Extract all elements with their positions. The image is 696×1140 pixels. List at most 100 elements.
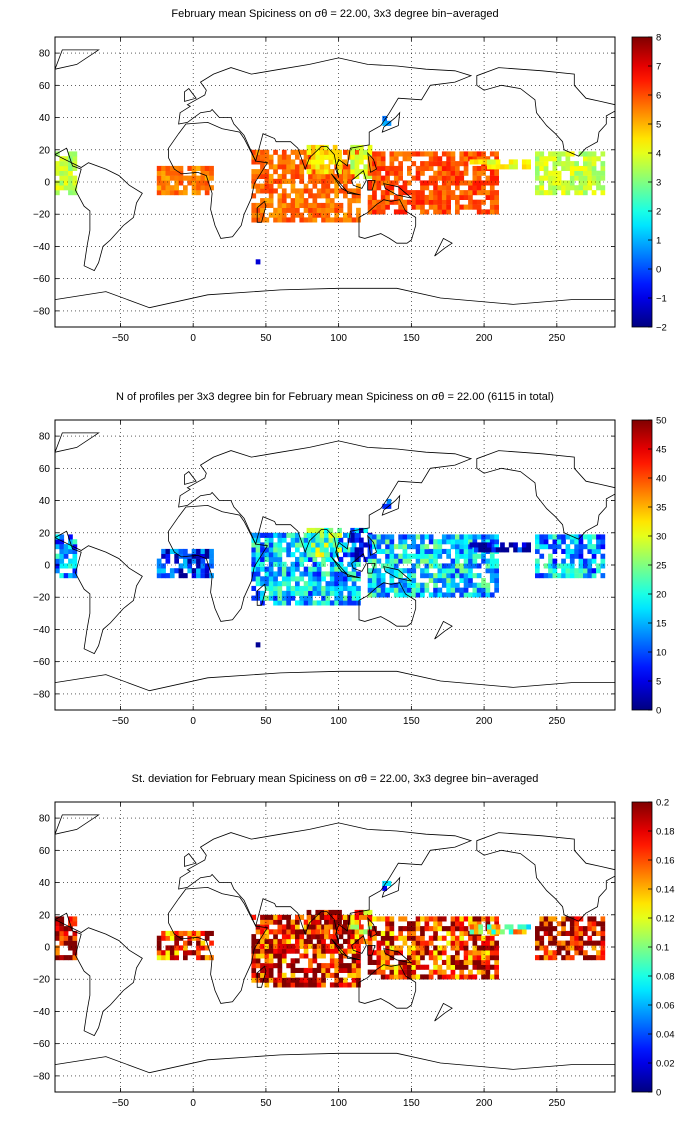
data-bin	[316, 585, 322, 591]
data-bin	[574, 534, 579, 540]
data-bin	[428, 592, 434, 598]
data-bin	[281, 154, 287, 160]
data-bin	[543, 175, 549, 181]
coastline	[367, 563, 376, 574]
data-bin	[306, 934, 312, 940]
data-bin	[268, 193, 274, 199]
data-bin	[334, 595, 339, 601]
data-bin	[72, 935, 78, 941]
data-bin	[251, 173, 257, 179]
data-bin	[385, 165, 390, 171]
data-bin	[402, 548, 408, 554]
data-bin	[338, 571, 344, 577]
data-bin	[354, 929, 360, 935]
data-bin	[281, 953, 287, 959]
data-bin	[407, 199, 412, 205]
data-bin	[556, 539, 562, 545]
data-bin	[191, 165, 197, 171]
data-bin	[281, 566, 287, 572]
data-bin	[469, 542, 475, 548]
data-bin	[424, 544, 430, 550]
data-bin	[321, 207, 326, 213]
data-bin	[446, 170, 451, 176]
data-bin	[600, 544, 606, 550]
data-bin	[319, 542, 325, 548]
data-bin	[433, 582, 438, 588]
data-bin	[407, 156, 412, 162]
colorbar-tick-label: 10	[656, 648, 667, 659]
data-bin	[535, 175, 540, 181]
data-bin	[359, 537, 364, 543]
data-bin	[424, 950, 430, 956]
data-bin	[463, 539, 469, 545]
data-bin	[350, 919, 355, 925]
data-bin	[264, 938, 270, 944]
data-bin	[596, 534, 601, 540]
data-bin	[325, 581, 331, 587]
data-bin	[380, 548, 386, 554]
data-bin	[565, 573, 571, 579]
data-bin	[260, 953, 265, 959]
data-bin	[338, 173, 344, 179]
data-bin	[72, 940, 78, 946]
data-bin	[347, 576, 353, 582]
data-bin	[556, 156, 562, 162]
data-bin	[476, 945, 482, 951]
data-bin	[303, 972, 309, 978]
data-bin	[299, 590, 305, 596]
data-bin	[264, 953, 270, 959]
data-bin	[543, 563, 549, 569]
data-bin	[407, 553, 412, 559]
data-bin	[306, 149, 312, 155]
data-bin	[574, 916, 579, 922]
data-bin	[372, 573, 377, 579]
data-bin	[255, 576, 261, 582]
data-bin	[372, 534, 377, 540]
data-bin	[72, 573, 78, 579]
data-bin	[312, 183, 318, 189]
data-bin	[286, 934, 291, 940]
data-bin	[55, 563, 60, 569]
data-bin	[476, 534, 482, 540]
data-bin	[351, 585, 357, 591]
data-bin	[277, 938, 283, 944]
data-bin	[260, 977, 265, 983]
data-bin	[441, 592, 447, 598]
data-bin	[485, 587, 491, 593]
data-bin	[424, 974, 430, 980]
data-bin	[476, 964, 482, 970]
data-bin	[325, 600, 331, 606]
data-bin	[299, 164, 305, 170]
data-bin	[295, 198, 300, 204]
data-bin	[308, 212, 313, 218]
data-bin	[347, 547, 353, 553]
data-bin	[303, 198, 309, 204]
data-bin	[367, 194, 373, 200]
data-bin	[165, 955, 171, 961]
data-bin	[367, 185, 373, 191]
colorbar: 0.20.180.160.140.120.10.080.060.040.020	[631, 798, 675, 1099]
data-bin	[303, 943, 309, 949]
data-bin	[376, 568, 382, 574]
data-bin	[295, 576, 300, 582]
data-bin	[196, 955, 201, 961]
data-bin	[591, 180, 597, 186]
coastline	[383, 183, 412, 199]
data-bin	[260, 919, 265, 925]
data-bin	[174, 185, 179, 191]
data-bin	[311, 542, 316, 548]
data-bin	[393, 194, 399, 200]
data-bin	[600, 921, 606, 927]
data-bin	[437, 165, 443, 171]
data-bin	[591, 945, 597, 951]
data-bin	[255, 566, 261, 572]
data-bin	[63, 935, 69, 941]
data-bin	[415, 553, 421, 559]
data-bin	[420, 185, 425, 191]
data-bin	[402, 199, 408, 205]
data-bin	[389, 945, 395, 951]
data-bin	[306, 909, 312, 915]
data-bin	[169, 930, 175, 936]
data-bin	[494, 974, 499, 980]
data-bin	[299, 585, 305, 591]
